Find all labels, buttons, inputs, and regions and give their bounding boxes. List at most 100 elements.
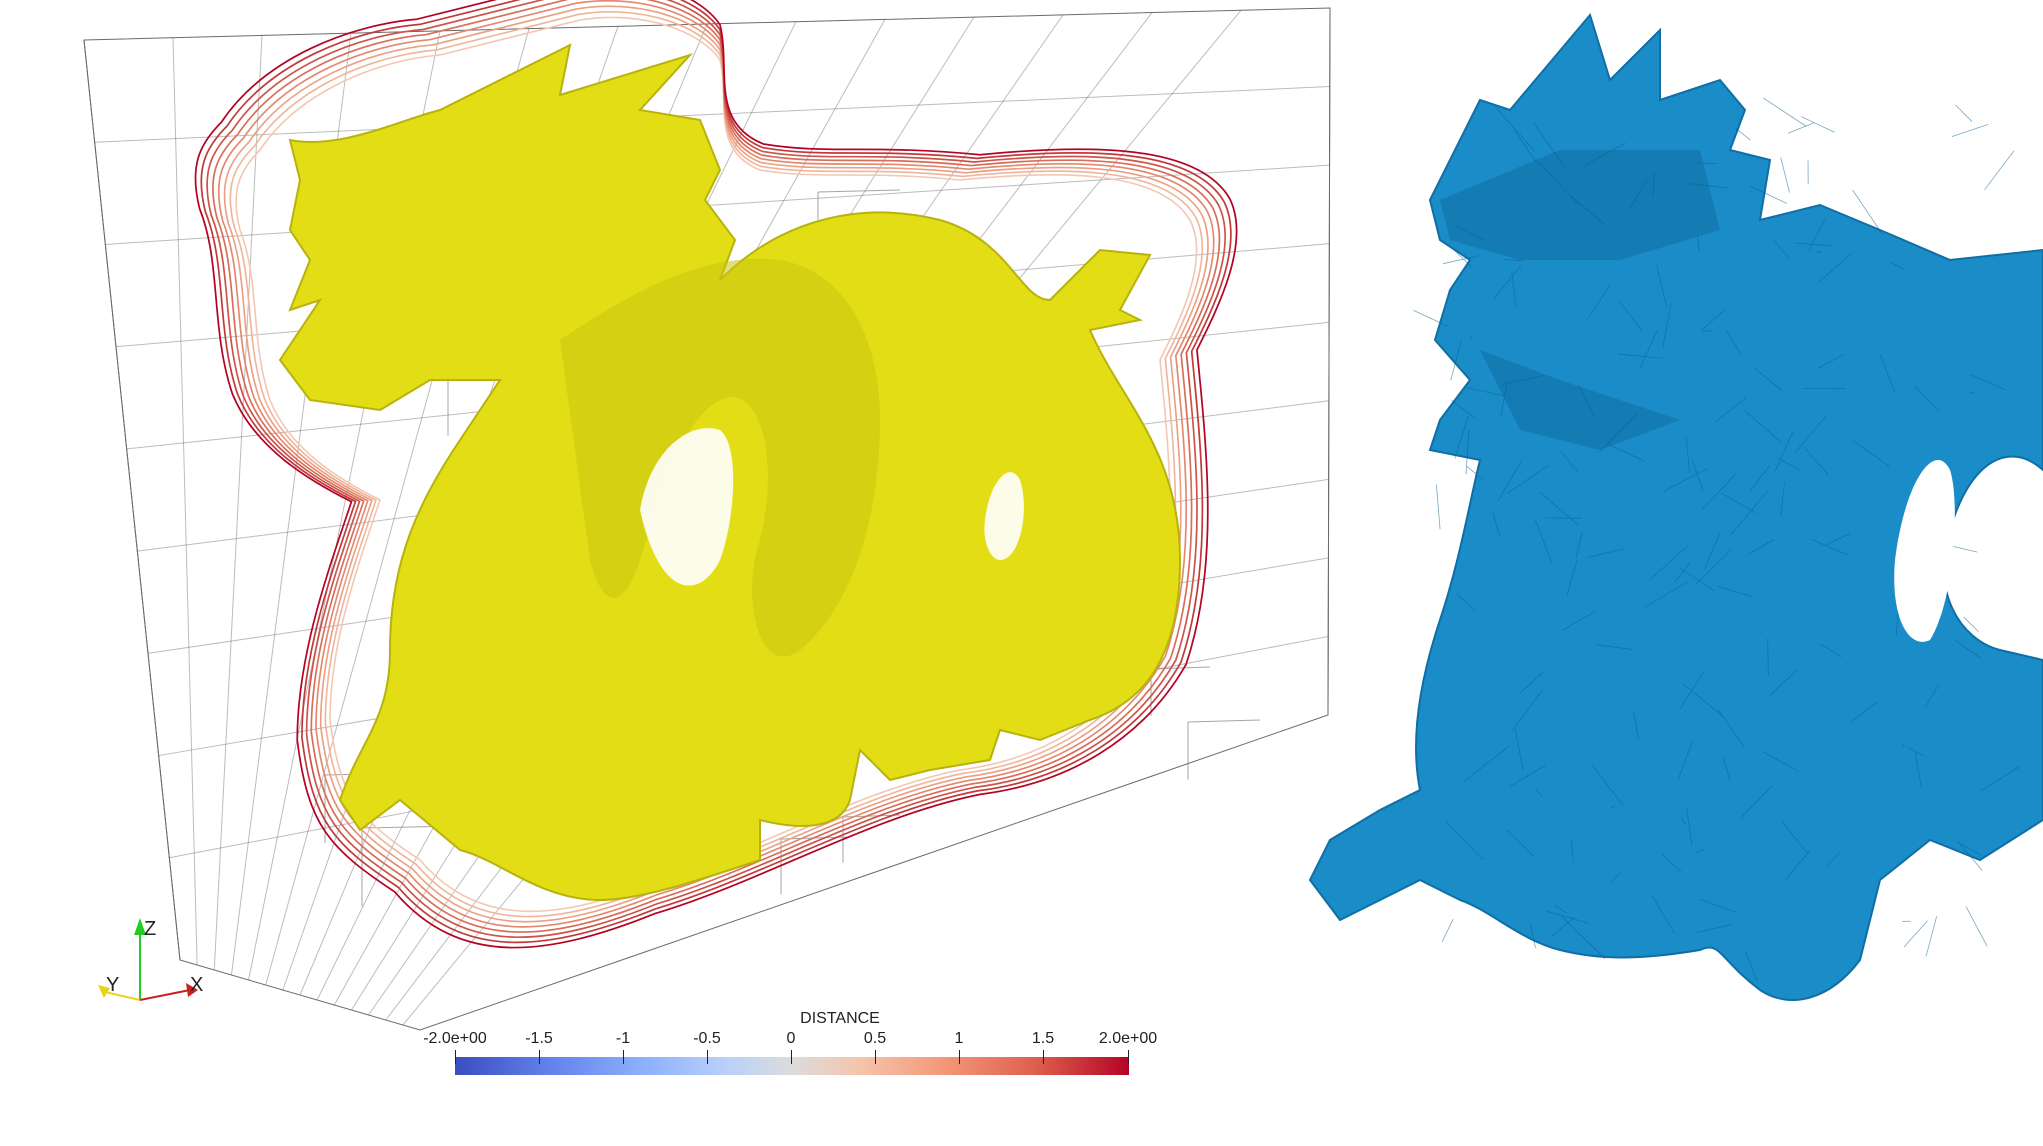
- mesh-facet-edge: [1551, 916, 1575, 938]
- mesh-facet-edge: [1971, 374, 2007, 391]
- mesh-facet-edge: [1451, 400, 1477, 420]
- mesh-facet-edge: [1530, 923, 1536, 948]
- contour-line: [194, 0, 1238, 949]
- mesh-facet-edge: [1749, 185, 1788, 204]
- mesh-facet-edge: [1816, 251, 1822, 254]
- mesh-facet-edge: [1914, 750, 1922, 789]
- colorbar-title: DISTANCE: [800, 1010, 880, 1027]
- mesh-facet-edge: [1466, 465, 1484, 480]
- mesh-facet-edge: [1651, 894, 1675, 934]
- mesh-facet-edge: [1817, 254, 1851, 284]
- mesh-facet-edge: [1734, 127, 1751, 141]
- grid-line: [817, 189, 901, 193]
- mesh-facet-edge: [1610, 872, 1621, 883]
- contour-line: [206, 0, 1227, 938]
- mesh-facet-edge: [1851, 439, 1890, 467]
- mesh-facet-edge: [1762, 97, 1807, 127]
- mesh-facet-edge: [1467, 387, 1504, 397]
- mesh-facet-edge: [1507, 464, 1549, 494]
- mesh-facet-edge: [1453, 225, 1486, 242]
- mesh-facet-edge: [1570, 838, 1575, 863]
- mesh-facet-edge: [1575, 532, 1583, 559]
- mesh-facet-edge: [1984, 150, 2015, 190]
- mesh-facet-edge: [1965, 906, 1988, 947]
- mesh-facet-edge: [1598, 413, 1638, 453]
- mesh-facet-edge: [1454, 415, 1469, 459]
- mesh-facet-edge: [1804, 448, 1829, 475]
- mesh-facet-edge: [1963, 616, 1979, 633]
- colorbar-gradient: [455, 1057, 1129, 1075]
- mesh-facet-edge: [1441, 919, 1454, 943]
- mesh-facet-edge: [1652, 172, 1656, 197]
- mesh-facet-edge: [1958, 842, 1982, 856]
- mesh-facet-edge: [1722, 757, 1731, 782]
- mesh-facet-edge: [1497, 461, 1522, 502]
- mesh-facet-edge: [1703, 533, 1721, 571]
- mesh-facet-edge: [1780, 157, 1790, 193]
- mesh-facet-edge: [1661, 854, 1683, 874]
- tick-mark: [875, 1050, 876, 1064]
- mesh-facet-edge: [1663, 467, 1708, 492]
- mesh-facet-edge: [1744, 410, 1782, 444]
- mesh-facet-edge: [1442, 255, 1480, 265]
- mesh-facet-edge: [1955, 639, 1982, 660]
- mesh-facet-edge: [1957, 841, 1983, 871]
- tick-mark: [959, 1050, 960, 1064]
- mesh-facet-edge: [1518, 672, 1544, 695]
- mesh-facet-edge: [1539, 491, 1580, 526]
- mesh-facet-edge: [1730, 490, 1769, 535]
- mesh-facet-edge: [1544, 910, 1590, 924]
- mesh-facet-edge: [1794, 416, 1826, 454]
- tick-mark: [455, 1050, 456, 1064]
- mesh-facet-edge: [1902, 743, 1906, 748]
- mesh-facet-edge: [1509, 764, 1546, 787]
- mesh-facet-edge: [1914, 386, 1938, 410]
- mesh-facet-edge: [1686, 182, 1730, 189]
- contour-line: [217, 0, 1215, 928]
- mesh-facet-edge: [1534, 788, 1543, 797]
- mesh-facet-edge: [1456, 593, 1476, 612]
- mesh-facet-edge: [1650, 545, 1689, 580]
- mesh-facet-edge: [1501, 374, 1545, 385]
- mesh-facet-edge: [1453, 249, 1473, 268]
- mesh-facet-edge: [1754, 367, 1783, 391]
- mesh-facet-edge: [1450, 340, 1462, 381]
- mesh-facet-edge: [1677, 740, 1694, 780]
- mesh-facet-edge: [1656, 265, 1668, 308]
- tick-mark: [791, 1050, 792, 1064]
- mesh-facet-edge: [1721, 492, 1756, 514]
- mesh-facet-edge: [1768, 669, 1797, 697]
- contour-line: [200, 0, 1232, 944]
- mesh-facet-edge: [1762, 751, 1800, 772]
- mesh-facet-edge: [1630, 178, 1648, 209]
- grid-line: [213, 35, 263, 971]
- tick-mark: [623, 1050, 624, 1064]
- tick-label: 2.0e+00: [1098, 1030, 1158, 1047]
- mesh-facet-edge: [1951, 123, 1989, 138]
- mesh-facet-edge: [1695, 849, 1704, 854]
- mesh-facet-edge: [1674, 562, 1691, 583]
- mesh-facet-edge: [1618, 300, 1643, 331]
- mesh-facet-edge: [1925, 684, 1940, 707]
- mesh-facet-edge: [1774, 431, 1794, 472]
- mesh-facet-edge: [1413, 310, 1448, 327]
- mesh-facet-edge: [1717, 586, 1752, 597]
- mesh-facet-edge: [1679, 567, 1715, 592]
- x-axis-label: X: [190, 974, 204, 996]
- mesh-facet-edge: [1644, 581, 1689, 608]
- mesh-facet-edge: [1744, 951, 1758, 982]
- mesh-facet-edge: [1794, 242, 1832, 247]
- mesh-facet-edge: [1696, 924, 1732, 933]
- tick-mark: [1043, 1050, 1044, 1064]
- mesh-facet-edge: [1640, 329, 1658, 368]
- mesh-facet-edge: [1701, 473, 1737, 511]
- mesh-facet-edge: [1820, 643, 1842, 658]
- grid-line: [1187, 719, 1261, 723]
- tick-mark: [707, 1050, 708, 1064]
- mesh-facet-edge: [1679, 671, 1705, 709]
- z-axis-arrow-icon: [134, 918, 146, 935]
- mesh-facet-edge: [1538, 161, 1579, 205]
- tick-label: -0.5: [693, 1030, 721, 1047]
